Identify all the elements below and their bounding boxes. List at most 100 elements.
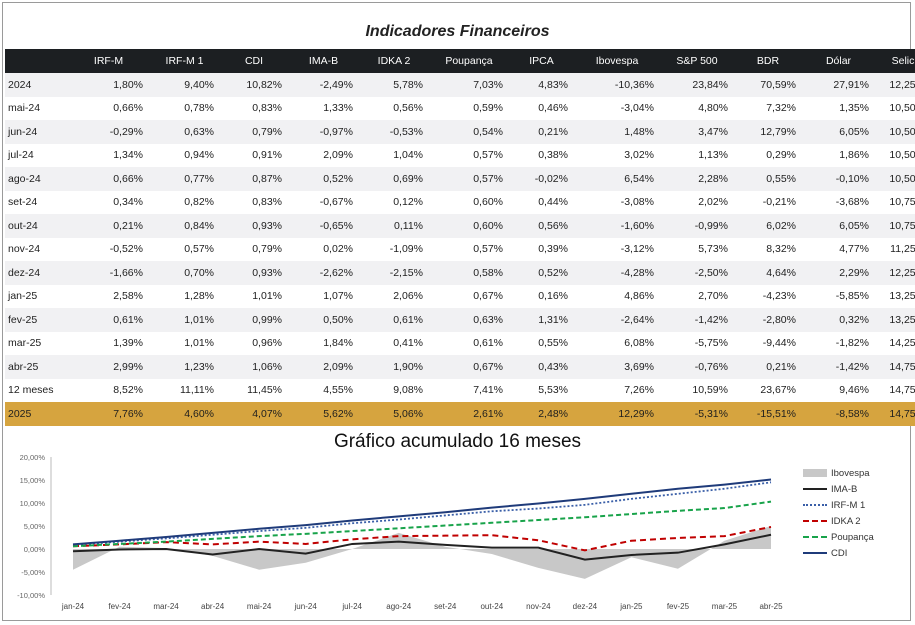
- table-cell: 14,75%: [875, 378, 915, 402]
- series-line-3: [72, 525, 772, 552]
- table-cell: 6,05%: [802, 214, 875, 238]
- table-cell: -5,75%: [660, 331, 734, 355]
- table-cell: 0,56%: [359, 96, 429, 120]
- table-cell: 2,70%: [660, 284, 734, 308]
- col-header: IPCA: [509, 49, 574, 73]
- x-tick-label: abr-24: [201, 602, 225, 611]
- series-line-2: [72, 481, 772, 546]
- indicators-table: IRF-M IRF-M 1 CDI IMA-B IDKA 2 Poupança …: [5, 49, 915, 426]
- table-cell: 1,48%: [574, 120, 660, 144]
- row-label: jun-24: [5, 120, 68, 144]
- row-label: jan-25: [5, 284, 68, 308]
- table-cell: 23,84%: [660, 73, 734, 97]
- table-cell: 0,99%: [220, 308, 288, 332]
- table-cell: 0,58%: [429, 261, 509, 285]
- table-cell: 5,06%: [359, 402, 429, 426]
- table-row: jul-24 1,34% 0,94% 0,91% 2,09% 1,04% 0,57% 0,38…: [5, 143, 915, 167]
- legend-item: IMA-B: [803, 481, 874, 497]
- y-tick-label: 5,00%: [24, 522, 46, 531]
- table-row: abr-25 2,99% 1,23% 1,06% 2,09% 1,90% 0,67% 0,43…: [5, 355, 915, 379]
- table-cell: -0,52%: [68, 237, 149, 261]
- row-label: mai-24: [5, 96, 68, 120]
- table-cell: 6,54%: [574, 167, 660, 191]
- table-cell: -0,65%: [288, 214, 359, 238]
- table-cell: -3,68%: [802, 190, 875, 214]
- series-line-4: [72, 500, 772, 548]
- table-cell: -2,80%: [734, 308, 802, 332]
- table-cell: 0,67%: [429, 284, 509, 308]
- chart-title: Gráfico acumulado 16 meses: [333, 431, 582, 452]
- table-cell: 14,75%: [875, 402, 915, 426]
- table-cell: 11,11%: [149, 378, 220, 402]
- table-cell: 12,25%: [875, 73, 915, 97]
- table-cell: 0,12%: [359, 190, 429, 214]
- table-cell: 0,50%: [288, 308, 359, 332]
- table-row: mai-24 0,66% 0,78% 0,83% 1,33% 0,56% 0,59% 0,46…: [5, 96, 915, 120]
- table-cell: 0,77%: [149, 167, 220, 191]
- table-cell: 8,32%: [734, 237, 802, 261]
- table-cell: 1,23%: [149, 355, 220, 379]
- legend-label: Poupança: [831, 531, 874, 543]
- table-cell: 10,59%: [660, 378, 734, 402]
- table-row: jun-24 -0,29% 0,63% 0,79% -0,97% -0,53% 0,54% 0…: [5, 120, 915, 144]
- legend-label: IDKA 2: [831, 515, 861, 527]
- table-cell: 1,01%: [149, 331, 220, 355]
- table-cell: 1,07%: [288, 284, 359, 308]
- table-header-row: IRF-M IRF-M 1 CDI IMA-B IDKA 2 Poupança …: [5, 49, 915, 73]
- table-cell: 6,05%: [802, 120, 875, 144]
- row-label: set-24: [5, 190, 68, 214]
- y-tick-label: 10,00%: [20, 499, 46, 508]
- table-cell: 0,93%: [220, 214, 288, 238]
- col-header: IRF-M: [68, 49, 149, 73]
- table-cell: 0,63%: [429, 308, 509, 332]
- legend-item: Poupança: [803, 529, 874, 545]
- table-cell: 10,50%: [875, 167, 915, 191]
- legend-swatch: [803, 500, 827, 510]
- table-cell: 0,63%: [149, 120, 220, 144]
- series-area-0: [73, 526, 771, 579]
- table-cell: 0,02%: [288, 237, 359, 261]
- table-cell: 0,38%: [509, 143, 574, 167]
- table-total-row: 2025 7,76% 4,60% 4,07% 5,62% 5,06% 2,61% 2,48% 1…: [5, 402, 915, 426]
- table-cell: -0,99%: [660, 214, 734, 238]
- row-label: 12 meses: [5, 378, 68, 402]
- table-cell: 0,21%: [734, 355, 802, 379]
- table-cell: 0,87%: [220, 167, 288, 191]
- table-cell: 0,60%: [429, 190, 509, 214]
- table-cell: 4,55%: [288, 378, 359, 402]
- table-cell: 2,09%: [288, 143, 359, 167]
- table-cell: -1,82%: [802, 331, 875, 355]
- table-cell: 1,39%: [68, 331, 149, 355]
- table-cell: 14,75%: [875, 355, 915, 379]
- table-cell: 4,77%: [802, 237, 875, 261]
- table-cell: 1,84%: [288, 331, 359, 355]
- table-cell: 10,50%: [875, 143, 915, 167]
- table-cell: -4,28%: [574, 261, 660, 285]
- table-cell: 6,08%: [574, 331, 660, 355]
- table-cell: 0,83%: [220, 190, 288, 214]
- table-cell: 3,47%: [660, 120, 734, 144]
- legend-item: CDI: [803, 545, 874, 561]
- y-tick-label: 15,00%: [20, 476, 46, 485]
- table-cell: 7,26%: [574, 378, 660, 402]
- table-cell: 3,02%: [574, 143, 660, 167]
- row-label: out-24: [5, 214, 68, 238]
- table-cell: 9,40%: [149, 73, 220, 97]
- y-tick-label: -5,00%: [21, 568, 45, 577]
- table-cell: 0,52%: [288, 167, 359, 191]
- table-cell: 0,11%: [359, 214, 429, 238]
- table-cell: 4,83%: [509, 73, 574, 97]
- table-cell: 1,06%: [220, 355, 288, 379]
- table-cell: 3,69%: [574, 355, 660, 379]
- table-cell: -0,29%: [68, 120, 149, 144]
- table-cell: 0,57%: [429, 143, 509, 167]
- table-cell: 0,21%: [68, 214, 149, 238]
- x-tick-label: jun-24: [294, 602, 318, 611]
- table-cell: 12,79%: [734, 120, 802, 144]
- table-row: jan-25 2,58% 1,28% 1,01% 1,07% 2,06% 0,67% 0,16…: [5, 284, 915, 308]
- x-tick-label: dez-24: [573, 602, 598, 611]
- table-cell: -10,36%: [574, 73, 660, 97]
- table-cell: -0,02%: [509, 167, 574, 191]
- table-cell: -0,76%: [660, 355, 734, 379]
